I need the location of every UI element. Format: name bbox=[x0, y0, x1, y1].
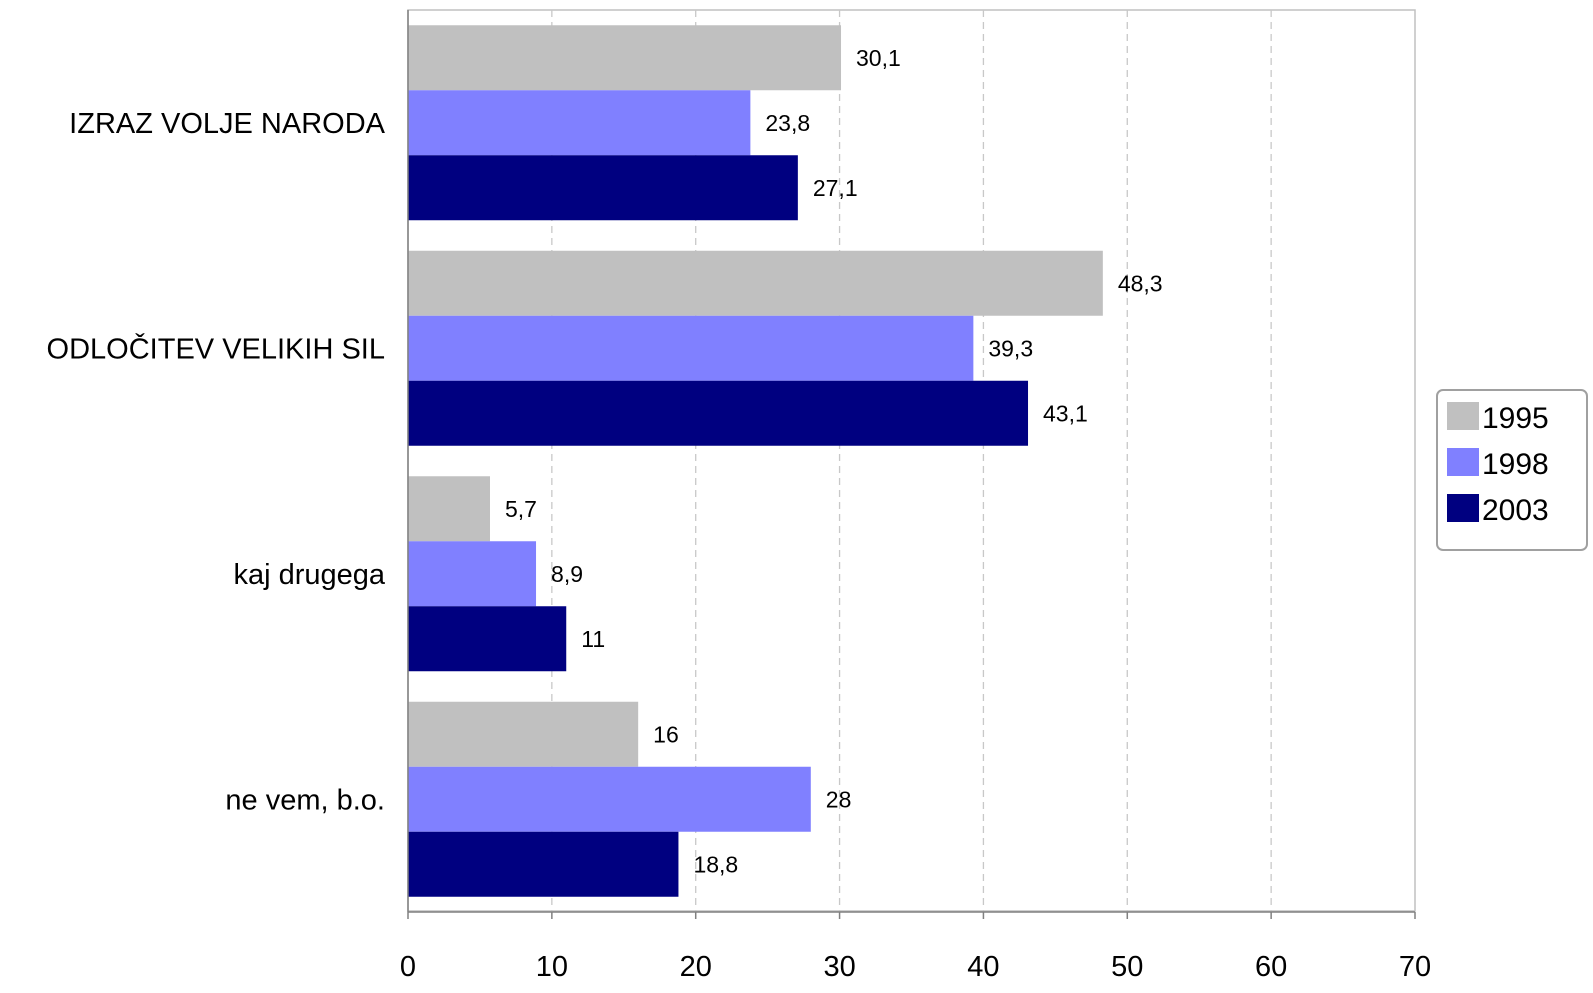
bar bbox=[408, 541, 537, 607]
bar bbox=[408, 831, 679, 897]
data-label: 23,8 bbox=[765, 110, 810, 136]
bar bbox=[408, 380, 1029, 446]
data-label: 28 bbox=[826, 786, 852, 812]
legend-label: 1995 bbox=[1482, 402, 1549, 435]
category-label: IZRAZ VOLJE NARODA bbox=[69, 108, 385, 140]
legend-label: 1998 bbox=[1482, 448, 1549, 481]
bar bbox=[408, 606, 567, 672]
category-label: kaj drugega bbox=[233, 559, 385, 591]
x-tick-label: 0 bbox=[400, 951, 416, 983]
data-label: 8,9 bbox=[551, 561, 583, 587]
data-label: 5,7 bbox=[505, 496, 537, 522]
data-label: 11 bbox=[581, 626, 605, 652]
data-label: 43,1 bbox=[1043, 400, 1088, 426]
legend-items: 1995 1998 2003 bbox=[1447, 402, 1549, 527]
legend: 1995 1998 2003 bbox=[1436, 389, 1588, 551]
data-label: 39,3 bbox=[988, 335, 1033, 361]
bar bbox=[408, 766, 811, 832]
data-label: 27,1 bbox=[813, 175, 858, 201]
category-labels: IZRAZ VOLJE NARODA ODLOČITEV VELIKIH SIL k… bbox=[47, 108, 386, 817]
category-label: ne vem, b.o. bbox=[225, 784, 385, 816]
bar bbox=[408, 155, 798, 221]
legend-swatch bbox=[1447, 494, 1479, 522]
x-tick-label: 10 bbox=[536, 951, 568, 983]
legend-label: 2003 bbox=[1482, 494, 1549, 527]
category-label: ODLOČITEV VELIKIH SIL bbox=[47, 331, 385, 365]
data-label: 18,8 bbox=[693, 851, 738, 877]
x-tick-label: 60 bbox=[1255, 951, 1287, 983]
legend-swatch bbox=[1447, 402, 1479, 430]
bar bbox=[408, 90, 751, 156]
x-tick-label: 70 bbox=[1399, 951, 1431, 983]
data-labels: 30,1 23,8 27,1 48,3 39,3 43,1 5,7 8,9 11 16 28 18,8 bbox=[505, 45, 1163, 878]
bars bbox=[408, 25, 1103, 897]
x-tick-label: 20 bbox=[680, 951, 712, 983]
bar bbox=[408, 701, 639, 767]
legend-swatch bbox=[1447, 448, 1479, 476]
data-label: 16 bbox=[653, 721, 679, 747]
bar bbox=[408, 250, 1103, 316]
bar bbox=[408, 25, 842, 91]
x-tick-label: 30 bbox=[823, 951, 855, 983]
data-label: 48,3 bbox=[1118, 270, 1163, 296]
bar bbox=[408, 315, 974, 381]
x-tick-label: 50 bbox=[1111, 951, 1143, 983]
x-axis-ticks: 0 10 20 30 40 50 60 70 bbox=[400, 912, 1431, 983]
bar bbox=[408, 476, 490, 542]
x-tick-label: 40 bbox=[967, 951, 999, 983]
data-label: 30,1 bbox=[856, 45, 901, 71]
